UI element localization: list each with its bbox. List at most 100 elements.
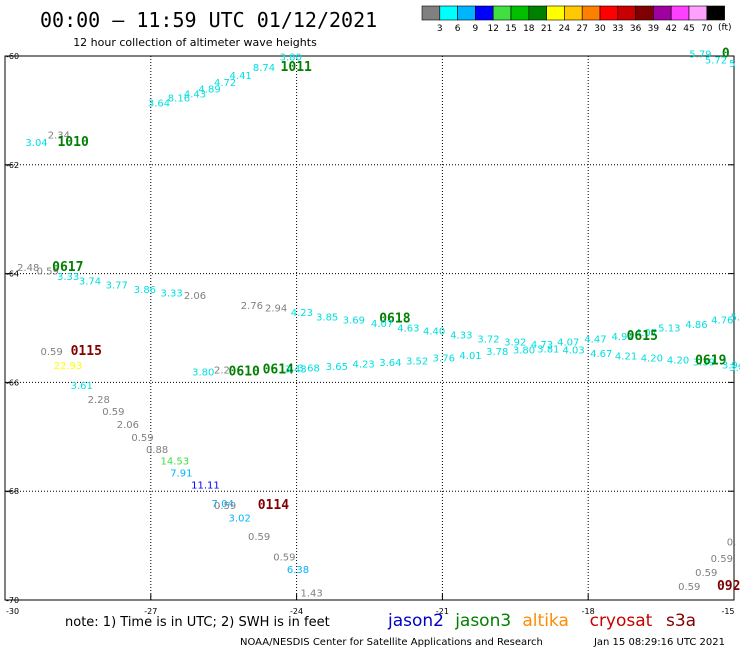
wave-height-label: 2.06	[117, 420, 139, 431]
scale-label: 15	[505, 24, 516, 34]
wave-height-label: 4.33	[450, 330, 472, 341]
wave-height-label: 14.53	[161, 457, 190, 468]
track-id-label: 0115	[71, 344, 102, 359]
wave-height-label: 3.74	[79, 276, 101, 287]
wave-height-label: 3.64	[379, 358, 401, 369]
scale-label: 3	[437, 24, 443, 34]
track-id-label: 0615	[627, 329, 658, 344]
wave-height-label: 3.69	[343, 316, 365, 327]
wave-height-label: 2.2	[214, 366, 230, 377]
satellite-name: altika	[522, 611, 569, 631]
wave-height-label: 2.06	[184, 291, 206, 302]
wave-height-label: 5.13	[658, 323, 680, 334]
scale-label: 12	[487, 24, 498, 34]
wave-height-label: 5.72	[705, 56, 727, 67]
scale-label: 36	[630, 24, 642, 34]
x-axis-ticks: -27 -24 -21 -18 -15	[144, 594, 735, 616]
wave-height-label: 4.20	[641, 354, 663, 365]
wave-height-label: 3.02	[229, 514, 251, 525]
y-tick-label: -62	[6, 161, 19, 170]
wave-height-label: 1.43	[300, 589, 322, 600]
y-tick-label: -64	[6, 270, 19, 279]
wave-height-label: 4.92	[612, 332, 634, 343]
wave-height-label: 3.78	[486, 347, 508, 358]
wave-height-label: 11.11	[191, 480, 220, 491]
wave-height-label: 4.21	[615, 352, 637, 363]
wave-height-label: 4.86	[685, 320, 707, 331]
wave-height-label: 2.76	[241, 301, 263, 312]
wave-height-label: 3.80	[513, 346, 535, 357]
scale-label: 27	[576, 24, 587, 34]
wave-height-label: 2.28	[88, 395, 110, 406]
x-tick-label: -18	[582, 607, 595, 616]
wave-height-label: 0.	[727, 538, 737, 549]
track-id-label: 1010	[57, 135, 88, 150]
wave-height-label: 3.52	[406, 356, 428, 367]
wave-height-label: 0.59	[102, 407, 124, 418]
scale-swatch	[670, 5, 690, 21]
wave-height-label: 4.07	[557, 337, 579, 348]
wave-height-label: 3.86	[134, 285, 156, 296]
wave-height-label: 0.59	[711, 554, 733, 565]
chart-title: 00:00 — 11:59 UTC 01/12/2021	[40, 8, 377, 32]
satellite-name: s3a	[666, 611, 696, 631]
y-tick-label: -68	[6, 487, 19, 496]
track-id-label: 0619	[695, 353, 726, 368]
wave-height-label: 3.4	[729, 363, 740, 374]
wave-height-label: 4.41	[230, 71, 252, 82]
grid-lines	[5, 56, 734, 600]
x-tick-label: -27	[144, 607, 157, 616]
track-id-label: 0	[722, 47, 730, 62]
satellite-name: jason2	[387, 611, 444, 631]
wave-height-label: 4.20	[667, 355, 689, 366]
wave-height-label: 4.76	[711, 316, 733, 327]
footer-timestamp: Jan 15 08:29:16 UTC 2021	[593, 637, 725, 648]
x-tick-label: -21	[436, 607, 449, 616]
wave-height-label: 4.47	[584, 335, 606, 346]
scale-swatch	[581, 5, 601, 21]
scale-label: 24	[559, 24, 571, 34]
wave-height-label: 3.80	[280, 52, 302, 63]
scale-swatch	[617, 5, 636, 21]
scale-swatch	[421, 5, 441, 21]
scale-label: 70	[701, 24, 713, 34]
wave-height-label: 8.16	[168, 94, 190, 105]
wave-height-label: 4.23	[352, 360, 374, 371]
track-id-label: 092	[717, 579, 740, 594]
footer-note: note: 1) Time is in UTC; 2) SWH is in fe…	[65, 615, 330, 630]
wave-height-label: 3.80	[192, 367, 214, 378]
scale-label: 6	[455, 24, 461, 34]
y-tick-label: -60	[6, 52, 19, 61]
scale-swatch	[457, 5, 476, 21]
wave-height-label: 8.74	[253, 63, 275, 74]
scale-unit: (ft)	[718, 23, 732, 33]
wave-height-label: 3.72	[477, 335, 499, 346]
scale-label: 42	[665, 24, 676, 34]
wave-height-label: 0.59	[678, 582, 700, 593]
wave-height-label: 0.59	[695, 568, 717, 579]
satellite-name: jason3	[454, 611, 511, 631]
wave-height-label: 22.93	[54, 361, 83, 372]
wave-height-label: 0.59	[37, 267, 59, 278]
wave-height-label: 3.33	[57, 272, 79, 283]
wave-height-label: 7.04	[212, 499, 234, 510]
scale-swatch	[564, 5, 583, 21]
wave-height-label: 4.23	[291, 308, 313, 319]
x-tick-label: -24	[290, 607, 303, 616]
wave-height-label: 5.79	[689, 50, 711, 61]
wave-height-label: 3.92	[504, 337, 526, 348]
track-id-label: 0610	[229, 364, 260, 379]
wave-height-label: 4.73	[531, 340, 553, 351]
wave-height-label: 0.59	[273, 552, 295, 563]
wave-height-label: 3.04	[25, 138, 47, 149]
wave-height-label: 2.34	[48, 131, 70, 142]
wave-height-label: 3.64	[148, 99, 170, 110]
scale-swatch	[635, 5, 654, 21]
wave-height-label: 3.94	[722, 360, 740, 371]
wave-height-label: 4.40	[423, 327, 445, 338]
wave-height-label: 4.43	[184, 89, 206, 100]
wave-height-label: 3.85	[316, 312, 338, 323]
scale-label: 30	[594, 24, 606, 34]
scale-swatch	[599, 5, 619, 21]
wave-height-label: 3.65	[326, 362, 348, 373]
